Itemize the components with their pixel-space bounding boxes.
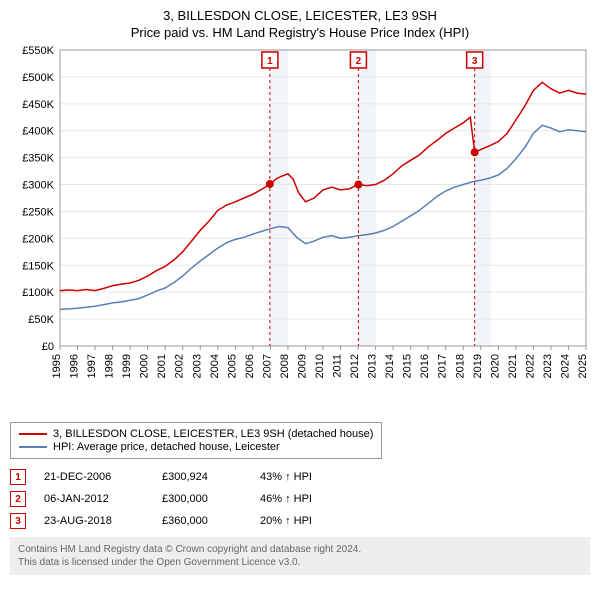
svg-text:1996: 1996 [69,354,81,378]
svg-text:2006: 2006 [244,354,256,378]
svg-text:1998: 1998 [104,354,116,378]
svg-text:£100K: £100K [22,287,54,299]
event-marker: 3 [10,513,26,529]
svg-text:2017: 2017 [437,354,449,378]
svg-text:2005: 2005 [226,354,238,378]
svg-text:2018: 2018 [454,354,466,378]
svg-text:2011: 2011 [332,354,344,378]
event-date: 21-DEC-2006 [44,471,144,483]
svg-text:1995: 1995 [51,354,63,378]
svg-text:£450K: £450K [22,99,54,111]
event-delta: 46% ↑ HPI [260,493,340,505]
svg-text:1997: 1997 [86,354,98,378]
svg-text:2002: 2002 [174,354,186,378]
svg-text:2001: 2001 [156,354,168,378]
event-marker: 2 [10,491,26,507]
legend-row: HPI: Average price, detached house, Leic… [19,441,373,453]
svg-text:£50K: £50K [28,314,54,326]
svg-text:2013: 2013 [367,354,379,378]
svg-text:1999: 1999 [121,354,133,378]
svg-text:£250K: £250K [22,206,54,218]
svg-text:£550K: £550K [22,46,54,57]
svg-text:1: 1 [267,56,273,67]
event-row: 2 06-JAN-2012 £300,000 46% ↑ HPI [10,491,590,507]
sale-events: 1 21-DEC-2006 £300,924 43% ↑ HPI 2 06-JA… [10,469,590,529]
event-delta: 20% ↑ HPI [260,515,340,527]
svg-text:2009: 2009 [296,354,308,378]
chart-title: 3, BILLESDON CLOSE, LEICESTER, LE3 9SH P… [10,8,590,40]
title-subtitle: Price paid vs. HM Land Registry's House … [10,25,590,40]
svg-text:2000: 2000 [139,354,151,378]
legend-label: HPI: Average price, detached house, Leic… [53,441,280,453]
svg-text:2020: 2020 [489,354,501,378]
footer-line: This data is licensed under the Open Gov… [18,556,582,569]
svg-text:2025: 2025 [577,354,589,378]
svg-text:2022: 2022 [524,354,536,378]
price-chart: £0 £50K £100K £150K £200K £250K £300K £350K £400… [10,46,590,416]
svg-text:2023: 2023 [542,354,554,378]
footer-line: Contains HM Land Registry data © Crown c… [18,543,582,556]
legend: 3, BILLESDON CLOSE, LEICESTER, LE3 9SH (… [10,422,382,459]
svg-text:£300K: £300K [22,180,54,192]
title-address: 3, BILLESDON CLOSE, LEICESTER, LE3 9SH [10,8,590,23]
svg-text:2019: 2019 [472,354,484,378]
svg-text:£200K: £200K [22,233,54,245]
event-price: £300,924 [162,471,242,483]
legend-swatch [19,446,47,448]
event-price: £360,000 [162,515,242,527]
svg-text:3: 3 [472,56,478,67]
svg-text:2016: 2016 [419,354,431,378]
legend-swatch [19,433,47,435]
svg-text:2021: 2021 [507,354,519,378]
svg-text:£400K: £400K [22,126,54,138]
svg-text:£500K: £500K [22,72,54,84]
legend-label: 3, BILLESDON CLOSE, LEICESTER, LE3 9SH (… [53,428,373,440]
svg-text:2003: 2003 [191,354,203,378]
svg-text:2008: 2008 [279,354,291,378]
event-marker: 1 [10,469,26,485]
svg-text:2012: 2012 [349,354,361,378]
svg-text:2004: 2004 [209,354,221,378]
svg-text:£350K: £350K [22,153,54,165]
svg-text:2024: 2024 [559,354,571,378]
event-row: 1 21-DEC-2006 £300,924 43% ↑ HPI [10,469,590,485]
event-date: 23-AUG-2018 [44,515,144,527]
event-delta: 43% ↑ HPI [260,471,340,483]
svg-text:2: 2 [356,56,362,67]
event-row: 3 23-AUG-2018 £360,000 20% ↑ HPI [10,513,590,529]
svg-text:2015: 2015 [402,354,414,378]
footer-attribution: Contains HM Land Registry data © Crown c… [10,537,590,575]
svg-text:2014: 2014 [384,354,396,378]
svg-text:2007: 2007 [261,354,273,378]
svg-text:£0: £0 [42,341,54,353]
event-price: £300,000 [162,493,242,505]
svg-text:2010: 2010 [314,354,326,378]
svg-text:£150K: £150K [22,260,54,272]
event-date: 06-JAN-2012 [44,493,144,505]
legend-row: 3, BILLESDON CLOSE, LEICESTER, LE3 9SH (… [19,428,373,440]
